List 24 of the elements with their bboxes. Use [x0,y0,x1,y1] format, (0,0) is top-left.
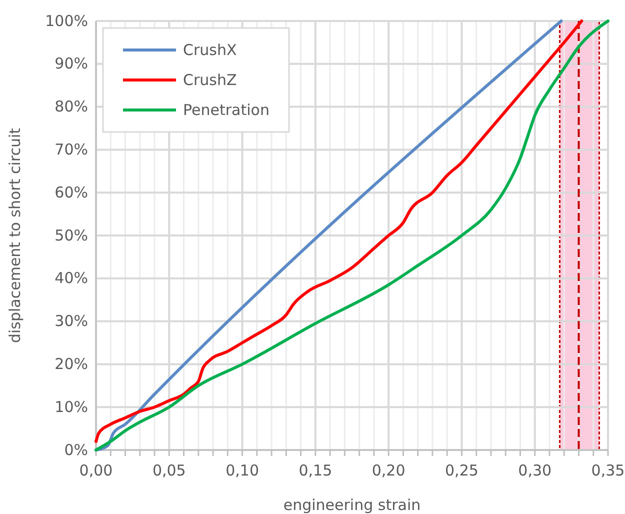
y-tick-label: 100% [45,12,88,30]
x-tick-label: 0,35 [591,462,625,480]
y-tick-label: 20% [54,355,88,373]
y-tick-label: 30% [54,312,88,330]
legend-label: Penetration [183,101,270,119]
y-tick-label: 50% [54,226,88,244]
y-tick-label: 0% [64,440,88,459]
x-tick-label: 0,10 [226,462,259,480]
legend-label: CrushZ [183,71,237,89]
x-axis-title: engineering strain [283,496,421,514]
y-tick-label: 70% [54,140,88,158]
legend-label: CrushX [183,41,237,59]
y-tick-label: 40% [54,269,88,288]
x-tick-label: 0,05 [152,462,186,480]
x-tick-label: 0,30 [518,462,552,480]
y-tick-label: 80% [54,98,88,116]
x-tick-label: 0,25 [445,462,478,480]
x-tick-label: 0,15 [298,462,332,480]
y-tick-label: 90% [54,54,88,73]
x-tick-label: 0,00 [79,462,113,480]
y-tick-label: 10% [54,398,88,416]
y-tick-label: 60% [54,183,88,202]
y-axis-title: displacement to short circuit [6,128,24,344]
x-tick-label: 0,20 [372,462,406,480]
